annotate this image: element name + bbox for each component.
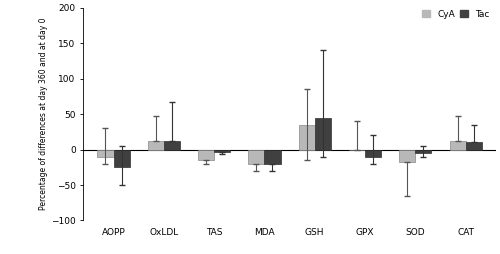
Bar <box>198 150 214 160</box>
Bar <box>298 125 314 150</box>
Y-axis label: Percentage of differences at day 360 and at day 0: Percentage of differences at day 360 and… <box>39 18 48 210</box>
Bar <box>214 150 230 152</box>
Bar <box>466 142 481 150</box>
Bar <box>264 150 280 164</box>
Bar <box>365 150 381 157</box>
Bar <box>164 141 180 150</box>
Bar <box>98 150 114 157</box>
Legend: CyA, Tac: CyA, Tac <box>420 8 492 21</box>
Bar <box>416 150 432 153</box>
Bar <box>450 141 466 150</box>
Bar <box>314 118 331 150</box>
Bar <box>248 150 264 164</box>
Bar <box>399 150 415 162</box>
Bar <box>148 141 164 150</box>
Bar <box>114 150 130 167</box>
